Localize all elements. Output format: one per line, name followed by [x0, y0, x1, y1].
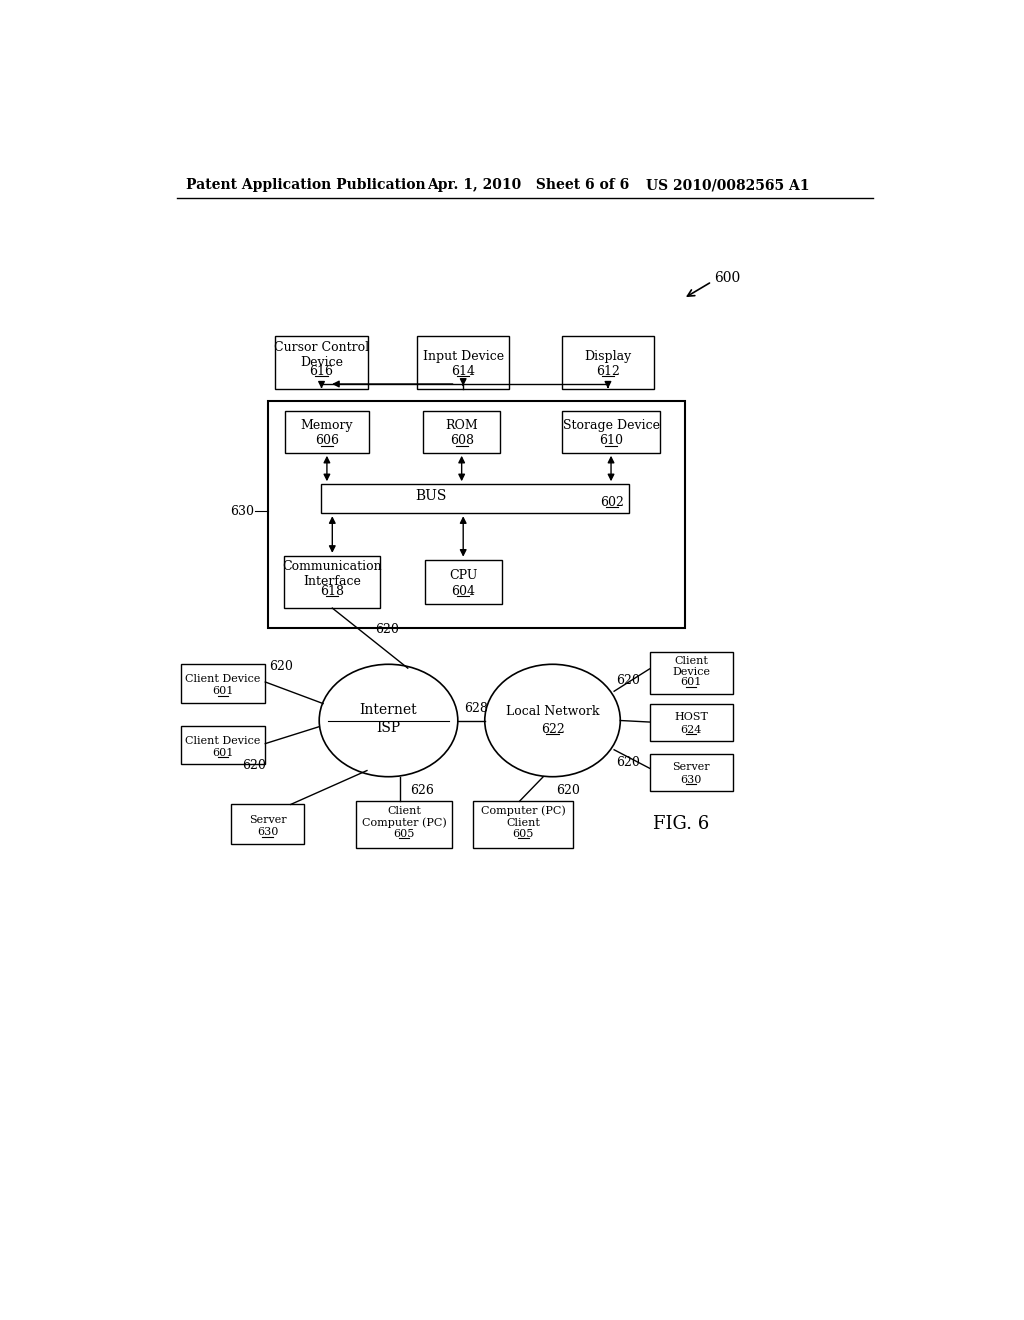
Text: Server: Server — [673, 763, 710, 772]
Text: Apr. 1, 2010   Sheet 6 of 6: Apr. 1, 2010 Sheet 6 of 6 — [427, 178, 630, 193]
Text: 612: 612 — [596, 366, 620, 379]
Text: Client
Device: Client Device — [672, 656, 710, 677]
Text: 622: 622 — [541, 723, 564, 737]
FancyBboxPatch shape — [425, 560, 502, 605]
Text: BUS: BUS — [415, 490, 446, 503]
Text: Memory: Memory — [301, 418, 353, 432]
FancyBboxPatch shape — [321, 484, 629, 513]
Text: Storage Device: Storage Device — [562, 418, 659, 432]
Text: 608: 608 — [450, 434, 474, 447]
FancyBboxPatch shape — [285, 411, 370, 453]
FancyBboxPatch shape — [649, 754, 733, 791]
Ellipse shape — [484, 664, 621, 776]
Text: 605: 605 — [393, 829, 415, 838]
Text: FIG. 6: FIG. 6 — [652, 816, 709, 833]
Text: 620: 620 — [243, 759, 266, 772]
Text: 605: 605 — [513, 829, 534, 838]
Text: 604: 604 — [452, 585, 475, 598]
Text: 620: 620 — [616, 675, 640, 686]
FancyBboxPatch shape — [423, 411, 500, 453]
Text: Local Network: Local Network — [506, 705, 599, 718]
FancyBboxPatch shape — [180, 726, 265, 764]
Text: 601: 601 — [212, 686, 233, 696]
Text: CPU: CPU — [449, 569, 477, 582]
Text: 620: 620 — [375, 623, 398, 636]
Text: HOST: HOST — [674, 713, 708, 722]
Ellipse shape — [319, 664, 458, 776]
Text: US 2010/0082565 A1: US 2010/0082565 A1 — [646, 178, 810, 193]
Text: 601: 601 — [212, 748, 233, 758]
Text: Client
Computer (PC): Client Computer (PC) — [361, 805, 446, 828]
Text: 601: 601 — [680, 677, 701, 686]
Text: 620: 620 — [269, 660, 293, 673]
Text: 626: 626 — [410, 784, 434, 797]
FancyBboxPatch shape — [649, 652, 733, 694]
Text: Internet: Internet — [359, 702, 418, 717]
Text: Cursor Control
Device: Cursor Control Device — [274, 341, 369, 368]
FancyBboxPatch shape — [180, 664, 265, 702]
FancyBboxPatch shape — [473, 801, 573, 847]
Text: 630: 630 — [680, 775, 701, 785]
FancyBboxPatch shape — [562, 337, 654, 388]
Text: 624: 624 — [680, 725, 701, 735]
Text: 630: 630 — [257, 828, 279, 837]
Text: 620: 620 — [616, 755, 640, 768]
Text: 614: 614 — [452, 366, 475, 379]
Text: Client Device: Client Device — [185, 675, 261, 684]
Text: 602: 602 — [600, 496, 624, 510]
FancyBboxPatch shape — [267, 401, 685, 628]
Text: ROM: ROM — [445, 418, 478, 432]
Text: 600: 600 — [714, 271, 740, 285]
Text: Client Device: Client Device — [185, 735, 261, 746]
Text: Server: Server — [249, 814, 287, 825]
FancyBboxPatch shape — [417, 337, 509, 388]
FancyBboxPatch shape — [285, 556, 381, 609]
FancyBboxPatch shape — [231, 804, 304, 845]
Text: Patent Application Publication: Patent Application Publication — [186, 178, 426, 193]
Text: 628: 628 — [464, 702, 487, 714]
FancyBboxPatch shape — [562, 411, 660, 453]
Text: 618: 618 — [321, 585, 344, 598]
Text: 630: 630 — [229, 504, 254, 517]
Text: ISP: ISP — [377, 721, 400, 735]
Text: Input Device: Input Device — [423, 350, 504, 363]
FancyBboxPatch shape — [275, 337, 368, 388]
Text: 620: 620 — [556, 784, 581, 797]
Text: 616: 616 — [309, 366, 334, 379]
Text: 606: 606 — [315, 434, 339, 447]
FancyBboxPatch shape — [355, 801, 452, 847]
FancyBboxPatch shape — [649, 704, 733, 741]
Text: Display: Display — [585, 350, 632, 363]
Text: Computer (PC)
Client: Computer (PC) Client — [481, 805, 565, 828]
Text: 610: 610 — [599, 434, 623, 447]
Text: Communication
Interface: Communication Interface — [283, 560, 382, 589]
